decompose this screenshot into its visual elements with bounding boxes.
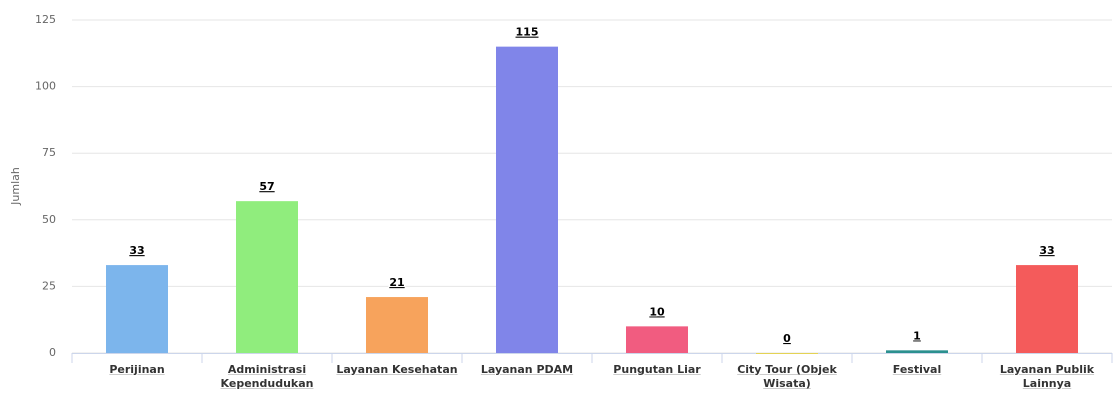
bar <box>236 201 298 353</box>
x-tick-label: Festival <box>892 363 942 376</box>
bar <box>756 353 818 354</box>
x-tick-label: Layanan Publik Lainnya <box>999 363 1095 390</box>
y-tick-label: 0 <box>49 346 56 359</box>
data-label: 33 <box>1039 244 1054 257</box>
y-axis-label: Jumlah <box>9 167 22 206</box>
y-tick-label: 75 <box>42 146 56 159</box>
bar <box>1016 265 1078 353</box>
data-label: 33 <box>129 244 144 257</box>
bar <box>886 350 948 353</box>
data-label: 10 <box>649 305 665 318</box>
bar <box>106 265 168 353</box>
x-tick-label: City Tour (Objek Wisata) <box>737 363 837 390</box>
bar <box>496 46 558 353</box>
data-label: 115 <box>516 26 539 39</box>
data-label: 21 <box>389 276 404 289</box>
y-tick-label: 125 <box>35 13 56 26</box>
y-tick-label: 25 <box>42 279 56 292</box>
bar <box>366 297 428 353</box>
data-label: 0 <box>783 332 791 345</box>
bar <box>626 326 688 353</box>
x-tick-label: Pungutan Liar <box>613 363 701 376</box>
y-tick-label: 50 <box>42 213 56 226</box>
data-label: 1 <box>913 329 921 342</box>
y-tick-label: 100 <box>35 80 56 93</box>
x-tick-label: Administrasi Kependudukan <box>220 363 314 390</box>
data-label: 57 <box>259 180 274 193</box>
x-tick-label: Layanan Kesehatan <box>336 363 458 376</box>
x-tick-label: Layanan PDAM <box>480 363 574 376</box>
x-tick-label: Perijinan <box>109 363 165 376</box>
